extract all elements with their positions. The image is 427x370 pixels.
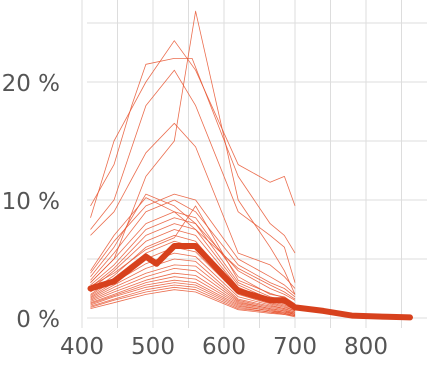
series-line-21 xyxy=(90,279,296,315)
x-tick-label: 400 xyxy=(60,334,104,360)
y-tick-label: 20 % xyxy=(2,71,60,97)
series-line-25 xyxy=(90,289,296,318)
y-axis-ticks: 0 % 10 % 20 % xyxy=(2,71,60,333)
x-tick-label: 800 xyxy=(344,334,388,360)
series-line-7 xyxy=(90,199,296,298)
series-line-23 xyxy=(90,284,296,316)
y-tick-label: 10 % xyxy=(2,189,60,215)
mean-series-line xyxy=(87,243,413,321)
series-line-3 xyxy=(90,69,296,283)
series-layer xyxy=(90,10,296,318)
series-line-28 xyxy=(90,205,296,306)
series-line-4 xyxy=(90,122,296,289)
series-line-1 xyxy=(90,58,296,254)
x-tick-label: 500 xyxy=(131,334,175,360)
x-tick-label: 600 xyxy=(202,334,246,360)
series-line-2 xyxy=(90,40,296,218)
series-line-16 xyxy=(90,258,296,313)
series-line-17 xyxy=(90,264,296,314)
x-axis-ticks: 400 500 600 700 800 xyxy=(60,334,388,360)
x-tick-label: 700 xyxy=(273,334,317,360)
series-line-26 xyxy=(90,193,296,295)
series-line-27 xyxy=(90,197,296,300)
mean-layer xyxy=(87,243,413,321)
series-line-19 xyxy=(90,272,296,315)
series-line-12 xyxy=(90,234,296,311)
series-line-8 xyxy=(90,211,296,305)
series-line-5 xyxy=(90,10,296,295)
y-tick-label: 0 % xyxy=(16,307,60,333)
